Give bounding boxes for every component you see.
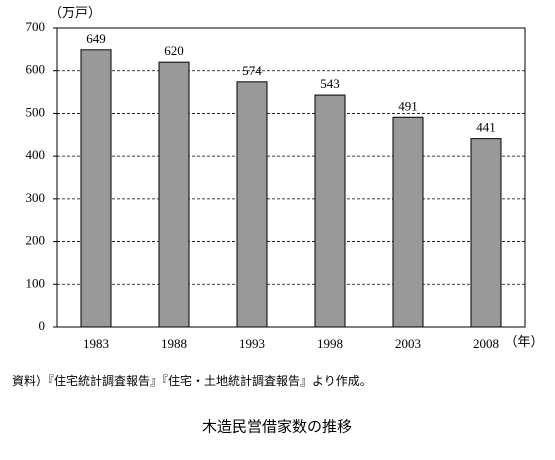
y-tick-label: 200 <box>26 233 46 248</box>
bar <box>236 81 268 328</box>
y-tick-label: 300 <box>26 190 46 205</box>
plot-frame <box>56 27 526 328</box>
note: 資料）『住宅統計調査報告』『住宅・土地統計調査報告』より作成。 <box>12 373 372 388</box>
chart-title: 木造民営借家数の推移 <box>202 418 352 435</box>
x-tick-label: 2008 <box>473 336 499 351</box>
data-label: 441 <box>476 120 496 135</box>
y-tick-label: 500 <box>26 104 46 119</box>
data-label: 574 <box>242 63 262 78</box>
data-label: 649 <box>86 31 106 46</box>
x-tick-label: 1988 <box>161 336 187 351</box>
x-tick-label: 1998 <box>317 336 343 351</box>
y-tick-label: 100 <box>26 275 46 290</box>
data-label: 543 <box>320 76 340 91</box>
x-tick-label: 2003 <box>395 336 421 351</box>
x-unit: （年） <box>504 334 543 349</box>
y-tick-label: 0 <box>39 318 46 333</box>
y-tick-label: 600 <box>26 62 46 77</box>
bar <box>392 116 424 328</box>
bar <box>80 49 112 328</box>
data-label: 491 <box>398 98 418 113</box>
y-tick-label: 400 <box>26 147 46 162</box>
y-unit: （万戸） <box>49 5 101 20</box>
x-tick-label: 1993 <box>239 336 265 351</box>
bar <box>470 138 502 328</box>
x-tick-label: 1983 <box>83 336 109 351</box>
bar <box>158 61 190 328</box>
data-label: 620 <box>164 43 184 58</box>
y-tick-label: 700 <box>26 19 46 34</box>
bar <box>314 94 346 328</box>
